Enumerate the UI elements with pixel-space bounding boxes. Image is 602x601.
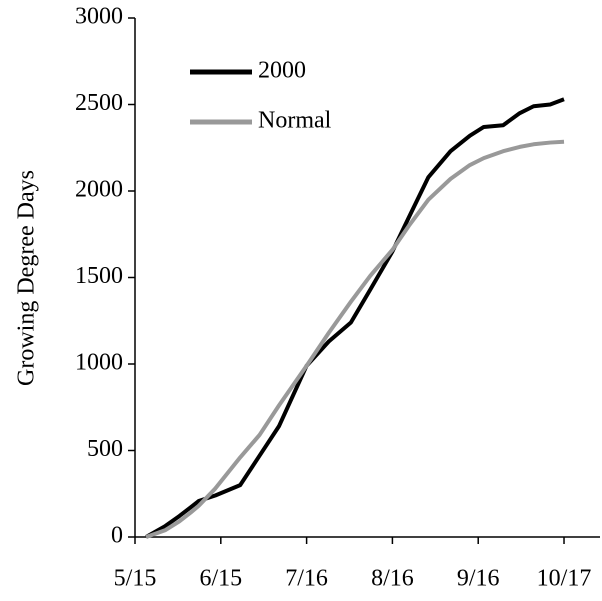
y-tick-label: 500 xyxy=(87,436,123,462)
y-tick-label: 2500 xyxy=(75,90,123,116)
y-axis-label: Growing Degree Days xyxy=(14,170,40,386)
y-tick-label: 1000 xyxy=(75,350,123,376)
x-tick-label: 10/17 xyxy=(537,566,592,592)
y-tick-label: 0 xyxy=(111,523,123,549)
y-tick-label: 1500 xyxy=(75,263,123,289)
x-tick-label: 7/16 xyxy=(285,566,328,592)
legend-label: Normal xyxy=(258,108,332,134)
legend-label: 2000 xyxy=(258,58,306,84)
x-tick-label: 8/16 xyxy=(371,566,414,592)
x-tick-label: 6/15 xyxy=(199,566,242,592)
x-tick-label: 9/16 xyxy=(457,566,500,592)
x-tick-label: 5/15 xyxy=(114,566,157,592)
y-tick-label: 2000 xyxy=(75,177,123,203)
series-line xyxy=(145,139,565,539)
series-line xyxy=(145,97,565,539)
y-tick-label: 3000 xyxy=(75,4,123,30)
